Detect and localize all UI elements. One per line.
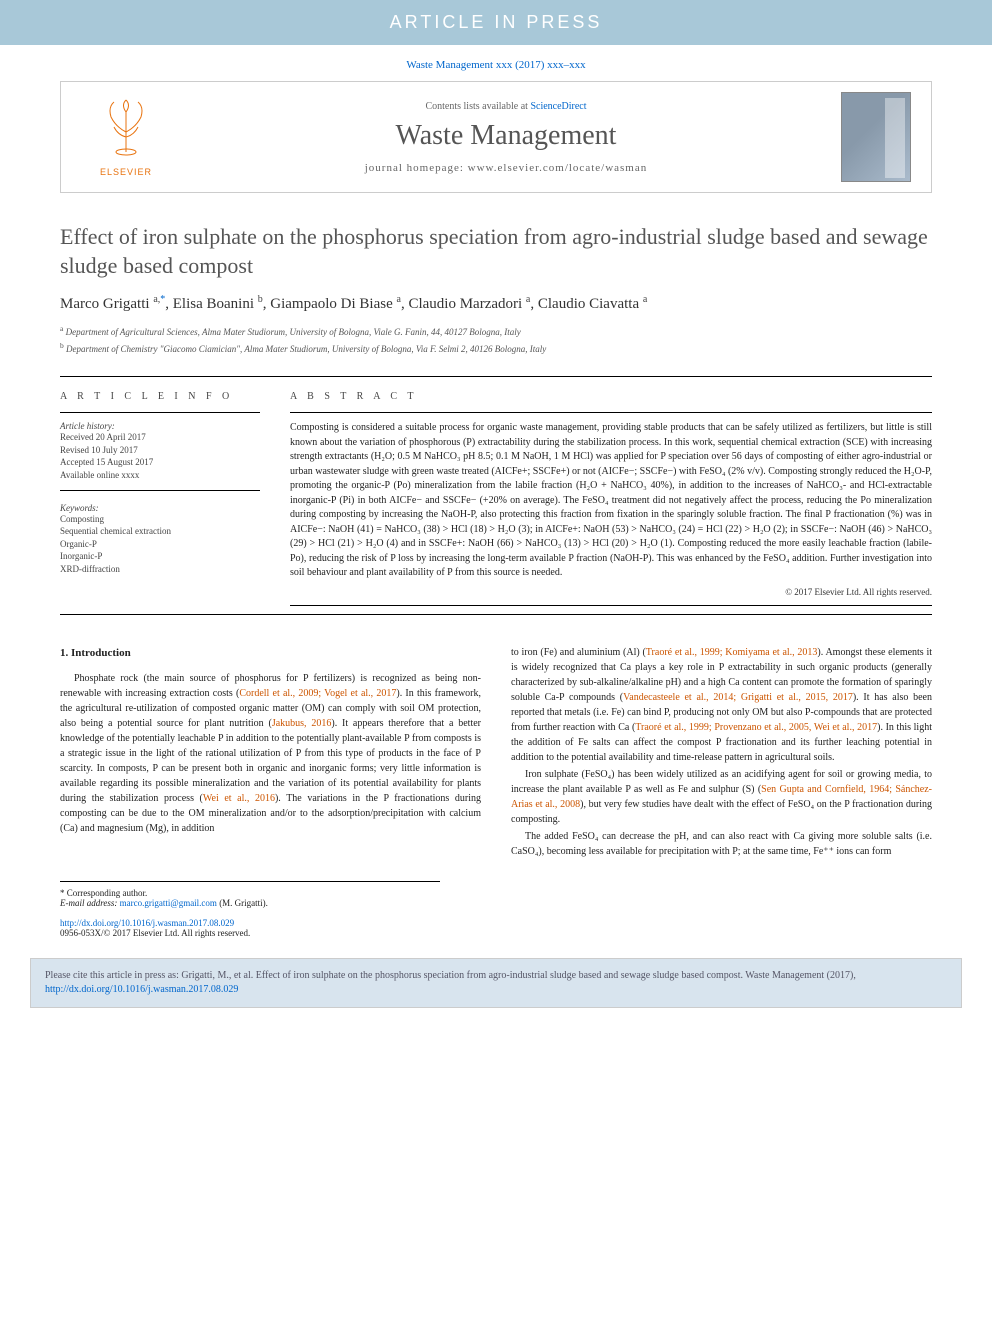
keyword-2: Sequential chemical extraction: [60, 525, 260, 538]
keyword-3: Organic-P: [60, 538, 260, 551]
info-divider-2: [60, 490, 260, 491]
email-line: E-mail address: marco.grigatti@gmail.com…: [60, 898, 440, 908]
doi-link[interactable]: http://dx.doi.org/10.1016/j.wasman.2017.…: [60, 918, 234, 928]
article-info-column: A R T I C L E I N F O Article history: R…: [60, 391, 260, 614]
abstract-column: A B S T R A C T Composting is considered…: [290, 391, 932, 614]
ref-vandecasteele[interactable]: Vandecasteele et al., 2014; Grigatti et …: [623, 692, 853, 703]
keyword-1: Composting: [60, 513, 260, 526]
info-divider-1: [60, 412, 260, 413]
ref-wei[interactable]: Wei et al., 2016: [203, 793, 275, 804]
contents-text: Contents lists available at: [425, 101, 530, 112]
cite-doi-link[interactable]: http://dx.doi.org/10.1016/j.wasman.2017.…: [45, 984, 238, 995]
keyword-4: Inorganic-P: [60, 550, 260, 563]
history-revised: Revised 10 July 2017: [60, 444, 260, 457]
issn-copyright: 0956-053X/© 2017 Elsevier Ltd. All right…: [60, 928, 932, 938]
footnotes: * Corresponding author. E-mail address: …: [60, 881, 440, 908]
affiliation-b: b Department of Chemistry "Giacomo Ciami…: [60, 340, 932, 357]
author-email-link[interactable]: marco.grigatti@gmail.com: [120, 898, 217, 908]
header-citation: Waste Management xxx (2017) xxx–xxx: [0, 45, 992, 81]
header-citation-link[interactable]: Waste Management xxx (2017) xxx–xxx: [406, 59, 585, 71]
divider-mid: [60, 614, 932, 615]
history-label: Article history:: [60, 421, 260, 431]
divider-top: [60, 376, 932, 377]
article-info-heading: A R T I C L E I N F O: [60, 391, 260, 402]
ref-traore[interactable]: Traoré et al., 1999; Komiyama et al., 20…: [646, 647, 818, 658]
header-center: Contents lists available at ScienceDirec…: [171, 101, 841, 174]
abstract-heading: A B S T R A C T: [290, 391, 932, 402]
doi-block: http://dx.doi.org/10.1016/j.wasman.2017.…: [60, 918, 932, 938]
authors-list: Marco Grigatti a,*, Elisa Boanini b, Gia…: [60, 294, 932, 313]
abstract-text: Composting is considered a suitable proc…: [290, 421, 932, 581]
body-column-right: to iron (Fe) and aluminium (Al) (Traoré …: [511, 645, 932, 861]
journal-name: Waste Management: [171, 120, 841, 152]
journal-homepage: journal homepage: www.elsevier.com/locat…: [171, 162, 841, 174]
article-title: Effect of iron sulphate on the phosphoru…: [60, 223, 932, 280]
keywords-label: Keywords:: [60, 503, 260, 513]
article-in-press-banner: ARTICLE IN PRESS: [0, 0, 992, 45]
keyword-5: XRD-diffraction: [60, 563, 260, 576]
affiliations: a Department of Agricultural Sciences, A…: [60, 323, 932, 356]
section-1-heading: 1. Introduction: [60, 645, 481, 662]
history-online: Available online xxxx: [60, 469, 260, 482]
affiliation-a: a Department of Agricultural Sciences, A…: [60, 323, 932, 340]
journal-header-box: ELSEVIER Contents lists available at Sci…: [60, 81, 932, 193]
info-abstract-row: A R T I C L E I N F O Article history: R…: [60, 391, 932, 614]
history-accepted: Accepted 15 August 2017: [60, 456, 260, 469]
corresponding-author-label: * Corresponding author.: [60, 888, 440, 898]
intro-paragraph-3: The added FeSO₄ can decrease the pH, and…: [511, 829, 932, 859]
sciencedirect-link[interactable]: ScienceDirect: [530, 101, 586, 112]
contents-available-line: Contents lists available at ScienceDirec…: [171, 101, 841, 112]
journal-cover-thumbnail: [841, 92, 911, 182]
elsevier-tree-icon: [96, 97, 156, 165]
ref-jakubus[interactable]: Jakubus, 2016: [272, 718, 332, 729]
ref-cordell[interactable]: Cordell et al., 2009; Vogel et al., 2017: [239, 688, 396, 699]
intro-paragraph-1: Phosphate rock (the main source of phosp…: [60, 671, 481, 836]
cite-text: Please cite this article in press as: Gr…: [45, 970, 856, 981]
intro-paragraph-2: Iron sulphate (FeSO₄) has been widely ut…: [511, 767, 932, 827]
history-received: Received 20 April 2017: [60, 431, 260, 444]
elsevier-text: ELSEVIER: [100, 167, 152, 177]
ref-traore2[interactable]: Traoré et al., 1999; Provenzano et al., …: [635, 722, 877, 733]
body-column-left: 1. Introduction Phosphate rock (the main…: [60, 645, 481, 861]
intro-paragraph-1-cont: to iron (Fe) and aluminium (Al) (Traoré …: [511, 645, 932, 765]
elsevier-logo: ELSEVIER: [81, 92, 171, 182]
body-columns: 1. Introduction Phosphate rock (the main…: [60, 645, 932, 861]
please-cite-box: Please cite this article in press as: Gr…: [30, 958, 962, 1008]
abstract-copyright: © 2017 Elsevier Ltd. All rights reserved…: [290, 587, 932, 597]
abstract-divider-bottom: [290, 605, 932, 606]
abstract-divider: [290, 412, 932, 413]
